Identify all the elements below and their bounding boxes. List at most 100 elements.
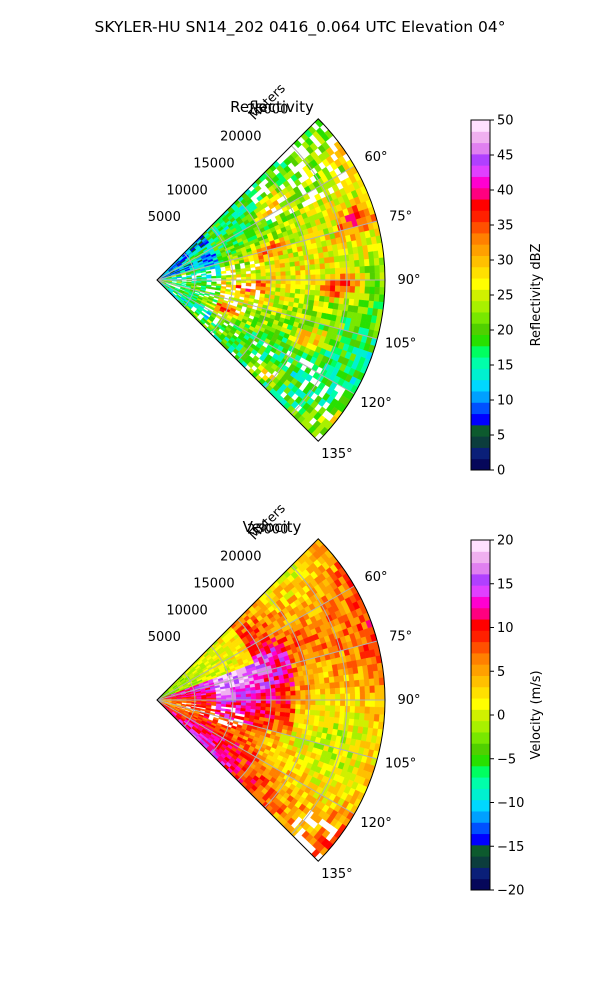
field-cell: [310, 704, 316, 711]
field-cell: [270, 691, 277, 697]
colorbar-segment: [471, 686, 490, 699]
field-cell: [354, 679, 361, 688]
field-cell: [230, 274, 237, 278]
field-cell: [284, 262, 291, 268]
field-cell: [309, 294, 316, 301]
field-cell: [285, 695, 291, 701]
field-cell: [253, 259, 260, 265]
field-cell: [320, 699, 326, 706]
field-cell: [315, 284, 321, 291]
colorbar-tick-label: 20: [497, 324, 514, 339]
field-cell: [349, 266, 356, 274]
colorbar-segment: [471, 447, 490, 460]
field-cell: [310, 284, 316, 291]
field-cell: [319, 290, 326, 297]
field-cell: [295, 695, 301, 701]
colorbar-segment: [471, 607, 490, 620]
field-cell: [300, 694, 306, 701]
field-cell: [280, 283, 287, 289]
field-cell: [343, 298, 350, 306]
field-cell: [270, 271, 277, 277]
field-cell: [373, 294, 380, 303]
field-cell: [235, 694, 242, 698]
colorbar-tick-label: 30: [497, 254, 514, 269]
field-cell: [279, 682, 286, 689]
field-cell: [309, 289, 316, 296]
colorbar-segment: [471, 345, 490, 358]
field-cell: [348, 253, 355, 262]
field-cell: [265, 272, 272, 277]
field-cell: [359, 272, 366, 281]
colorbar-segment: [471, 743, 490, 756]
field-cell: [310, 699, 316, 706]
colorbar-segment: [471, 142, 490, 155]
field-cell: [295, 270, 301, 276]
field-cell: [200, 273, 207, 276]
field-cell: [368, 713, 375, 722]
field-cell: [379, 272, 385, 281]
field-cell: [324, 268, 331, 275]
field-cell: [284, 266, 291, 272]
field-cell: [265, 692, 272, 697]
field-cell: [289, 708, 296, 714]
grid-spoke: [156, 279, 355, 395]
field-cell: [330, 279, 336, 287]
field-cell: [318, 677, 325, 685]
field-cell: [348, 718, 355, 727]
field-cell: [344, 279, 351, 287]
field-cell: [315, 694, 321, 701]
field-cell: [344, 680, 351, 688]
field-cell: [250, 273, 257, 278]
angle-tick-label: 120°: [360, 396, 391, 411]
field-cell: [230, 704, 237, 709]
field-cell: [245, 273, 252, 278]
field-cell: [305, 704, 311, 711]
field-cell: [339, 681, 346, 689]
field-cell: [240, 691, 247, 695]
field-cell: [305, 279, 311, 286]
field-cell: [234, 710, 241, 714]
field-cell: [280, 267, 286, 273]
field-cell: [344, 712, 351, 720]
field-cell: [338, 255, 345, 263]
field-cell: [176, 280, 183, 282]
field-cell: [299, 289, 306, 295]
colorbar-segment: [471, 810, 490, 823]
field-cell: [330, 693, 336, 701]
field-cell: [265, 279, 272, 284]
field-cell: [279, 258, 286, 265]
field-cell: [289, 292, 296, 299]
field-cell: [354, 259, 361, 268]
field-cell: [358, 293, 365, 301]
field-cell: [255, 689, 262, 694]
field-cell: [186, 277, 192, 280]
colorbar-segment: [471, 664, 490, 676]
field-cell: [285, 690, 292, 697]
field-cell: [349, 693, 356, 701]
field-cell: [289, 288, 296, 294]
field-cell: [315, 274, 321, 281]
reflectivity-title: Reflectivity: [230, 98, 314, 116]
field-cell: [293, 676, 300, 683]
field-cell: [339, 711, 346, 719]
field-cell: [295, 704, 301, 710]
colorbar-segment: [471, 300, 490, 313]
field-cell: [215, 287, 222, 291]
field-cell: [181, 282, 187, 286]
field-cell: [328, 256, 335, 264]
field-cell: [305, 269, 311, 276]
field-cell: [354, 273, 361, 281]
field-cell: [309, 259, 316, 266]
field-cell: [253, 299, 260, 304]
colorbar-segment: [471, 232, 490, 245]
colorbar-segment: [471, 323, 490, 336]
field-cell: [279, 262, 286, 269]
field-cell: [279, 678, 286, 685]
field-cell: [309, 684, 316, 691]
field-cell: [290, 275, 297, 281]
field-cell: [290, 284, 296, 290]
field-cell: [285, 283, 292, 290]
field-cell: [374, 706, 381, 715]
field-cell: [275, 687, 281, 693]
field-cell: [250, 690, 257, 695]
